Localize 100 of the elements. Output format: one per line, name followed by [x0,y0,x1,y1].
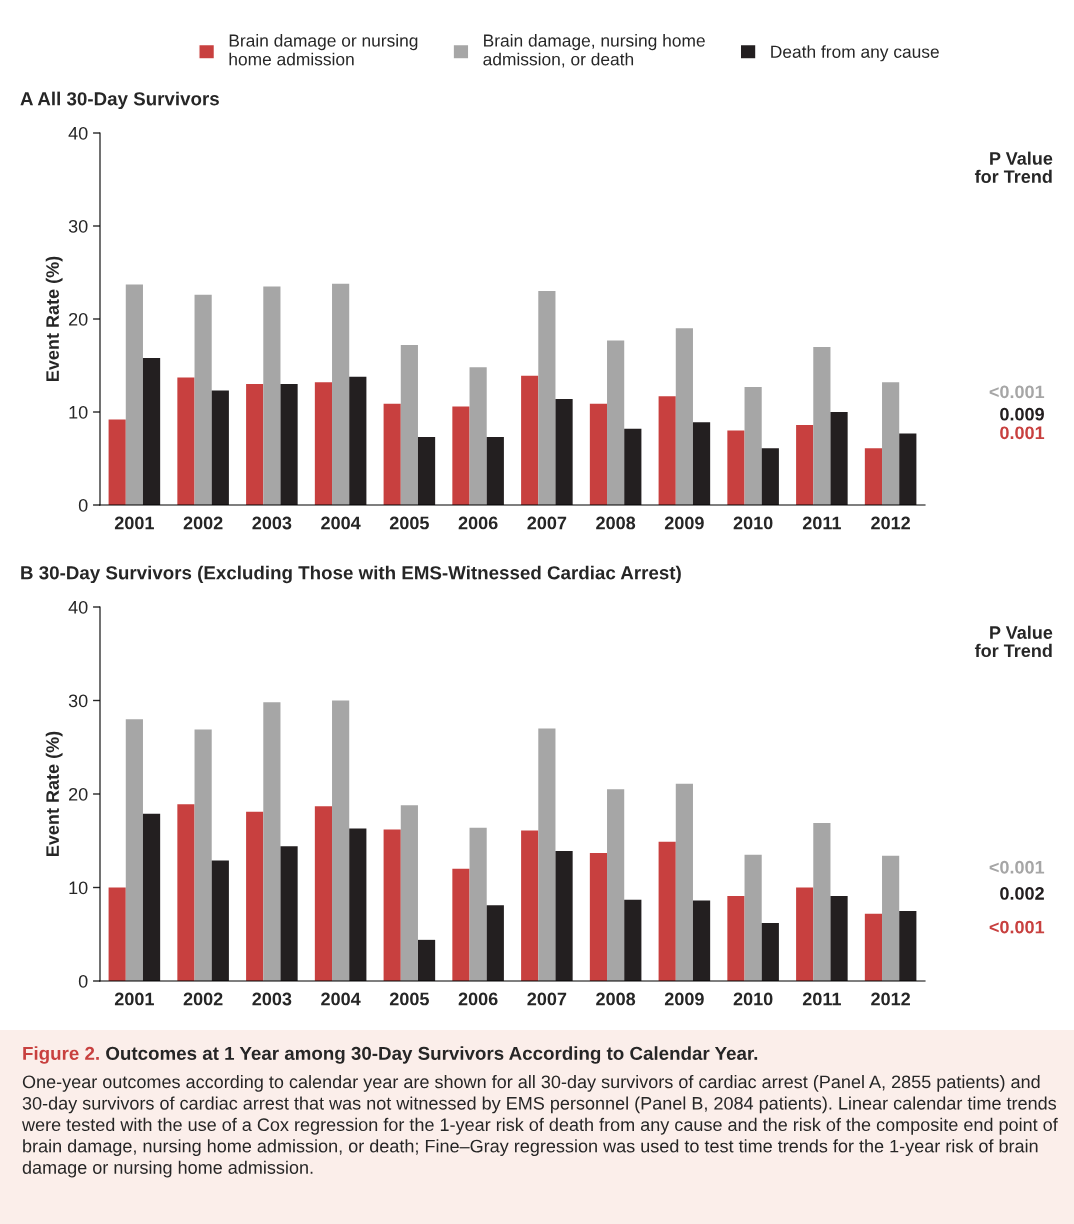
bar [469,827,487,981]
x-tick-label: 2007 [527,516,567,530]
bar [246,384,264,505]
bar [486,437,504,505]
x-tick-label: 2004 [321,516,361,530]
x-tick-label: 2005 [389,992,429,1006]
bar [486,905,504,981]
bar [830,895,848,981]
bar [521,375,539,505]
bar [383,403,401,505]
bar [607,789,625,981]
x-tick-label: 2012 [871,516,910,530]
bar [555,398,573,505]
bar [521,830,539,981]
y-tick-label: 40 [68,126,88,140]
text: P Value for Trend [974,625,1053,658]
bar [864,448,883,505]
legend-label: Brain damage, nursing home admission, or death [483,33,705,68]
y-tick-label: 0 [78,498,88,512]
chart-title: A All 30-Day Survivors [20,91,219,110]
bar [211,390,229,505]
bar [246,811,264,981]
y-tick-label: 20 [69,787,88,801]
bar [452,868,470,981]
x-tick-label: 2011 [802,992,841,1006]
y-tick-label: 40 [68,600,88,614]
x-tick-label: 2006 [458,992,498,1006]
bar [417,437,436,505]
bar [400,805,418,981]
text: P Value for Trend [974,151,1053,183]
y-tick-label: 30 [68,219,88,233]
caption: Figure 2. [23,1046,99,1064]
x-tick-label: 2010 [733,516,773,530]
bar [761,448,779,505]
bar [882,855,900,981]
bar [658,841,676,981]
bar [692,422,711,505]
bar [727,895,745,981]
text: 0.009 [1000,407,1044,421]
x-tick-label: 2009 [664,992,704,1006]
bar [624,899,642,981]
bar [796,887,814,981]
text: Outcomes at 1 Year among 30-Day Survivors According to Calendar Year. [106,1046,758,1064]
x-tick-label: 2008 [596,992,636,1006]
bar [813,822,831,981]
x-tick-label: 2002 [183,992,223,1006]
bar [108,887,126,981]
bar [194,294,212,505]
bar [692,900,711,981]
x-tick-label: 2003 [252,992,292,1006]
bar [469,367,487,505]
bar [417,939,436,981]
bar [727,430,745,505]
text: One-year outcomes according to calendar year are shown for all 30-day survivors of cardiac arrest (Panel A, 2855 patients) and 30-day survivors of cardiac arrest that was not witnessed by EMS personnel (Panel B, 2084 patients). Linear calendar time trends were tested with the use of a Cox regression for the 1-year risk of death from any cause and the risk of the composite end point of brain damage, nursing home admission, or death; Fine–Gray regression was used to test time trends for the 1-year risk of brain damage or nursing home admission. [21,1075,1058,1178]
y-tick-label: 10 [69,405,88,419]
bar [280,846,298,981]
bar [538,728,556,981]
x-tick-label: 2008 [596,516,636,530]
x-tick-label: 2006 [458,516,498,530]
bar [314,806,333,981]
y-axis-title: Event Rate (%) [45,256,63,381]
bar [830,412,848,505]
bar [125,719,143,981]
bar [211,860,229,981]
y-tick-label: 0 [78,974,88,988]
bar [263,702,281,981]
bar [796,425,814,505]
bar [314,382,333,505]
bar [538,291,556,505]
bar [607,340,625,505]
bar [555,851,573,981]
text: <0.001 [989,860,1045,874]
bar [744,386,762,505]
bar [349,828,367,981]
bar [761,923,779,981]
x-tick-label: 2002 [183,516,223,530]
bar [263,286,281,505]
bar [332,700,350,981]
x-tick-label: 2009 [664,516,704,530]
bar [744,854,762,981]
legend-label: Brain damage or nursing home admission [229,33,418,66]
x-tick-label: 2012 [871,992,910,1006]
bar [400,345,418,505]
bar [332,283,350,505]
x-tick-label: 2004 [321,992,361,1006]
bar [624,428,642,505]
bar [383,829,401,981]
bar [589,852,608,981]
text: 0.002 [1000,887,1044,900]
chart-title: B 30-Day Survivors (Excluding Those with EMS-Witnessed Cardiac Arrest) [21,565,681,584]
bar [142,358,161,505]
bar [177,377,195,505]
y-tick-label: 30 [68,694,88,708]
bar [280,384,298,505]
x-tick-label: 2003 [252,516,292,530]
x-tick-label: 2001 [114,992,154,1006]
bar [125,284,143,505]
bar [177,804,195,981]
bar [452,406,470,505]
bar [349,376,367,505]
